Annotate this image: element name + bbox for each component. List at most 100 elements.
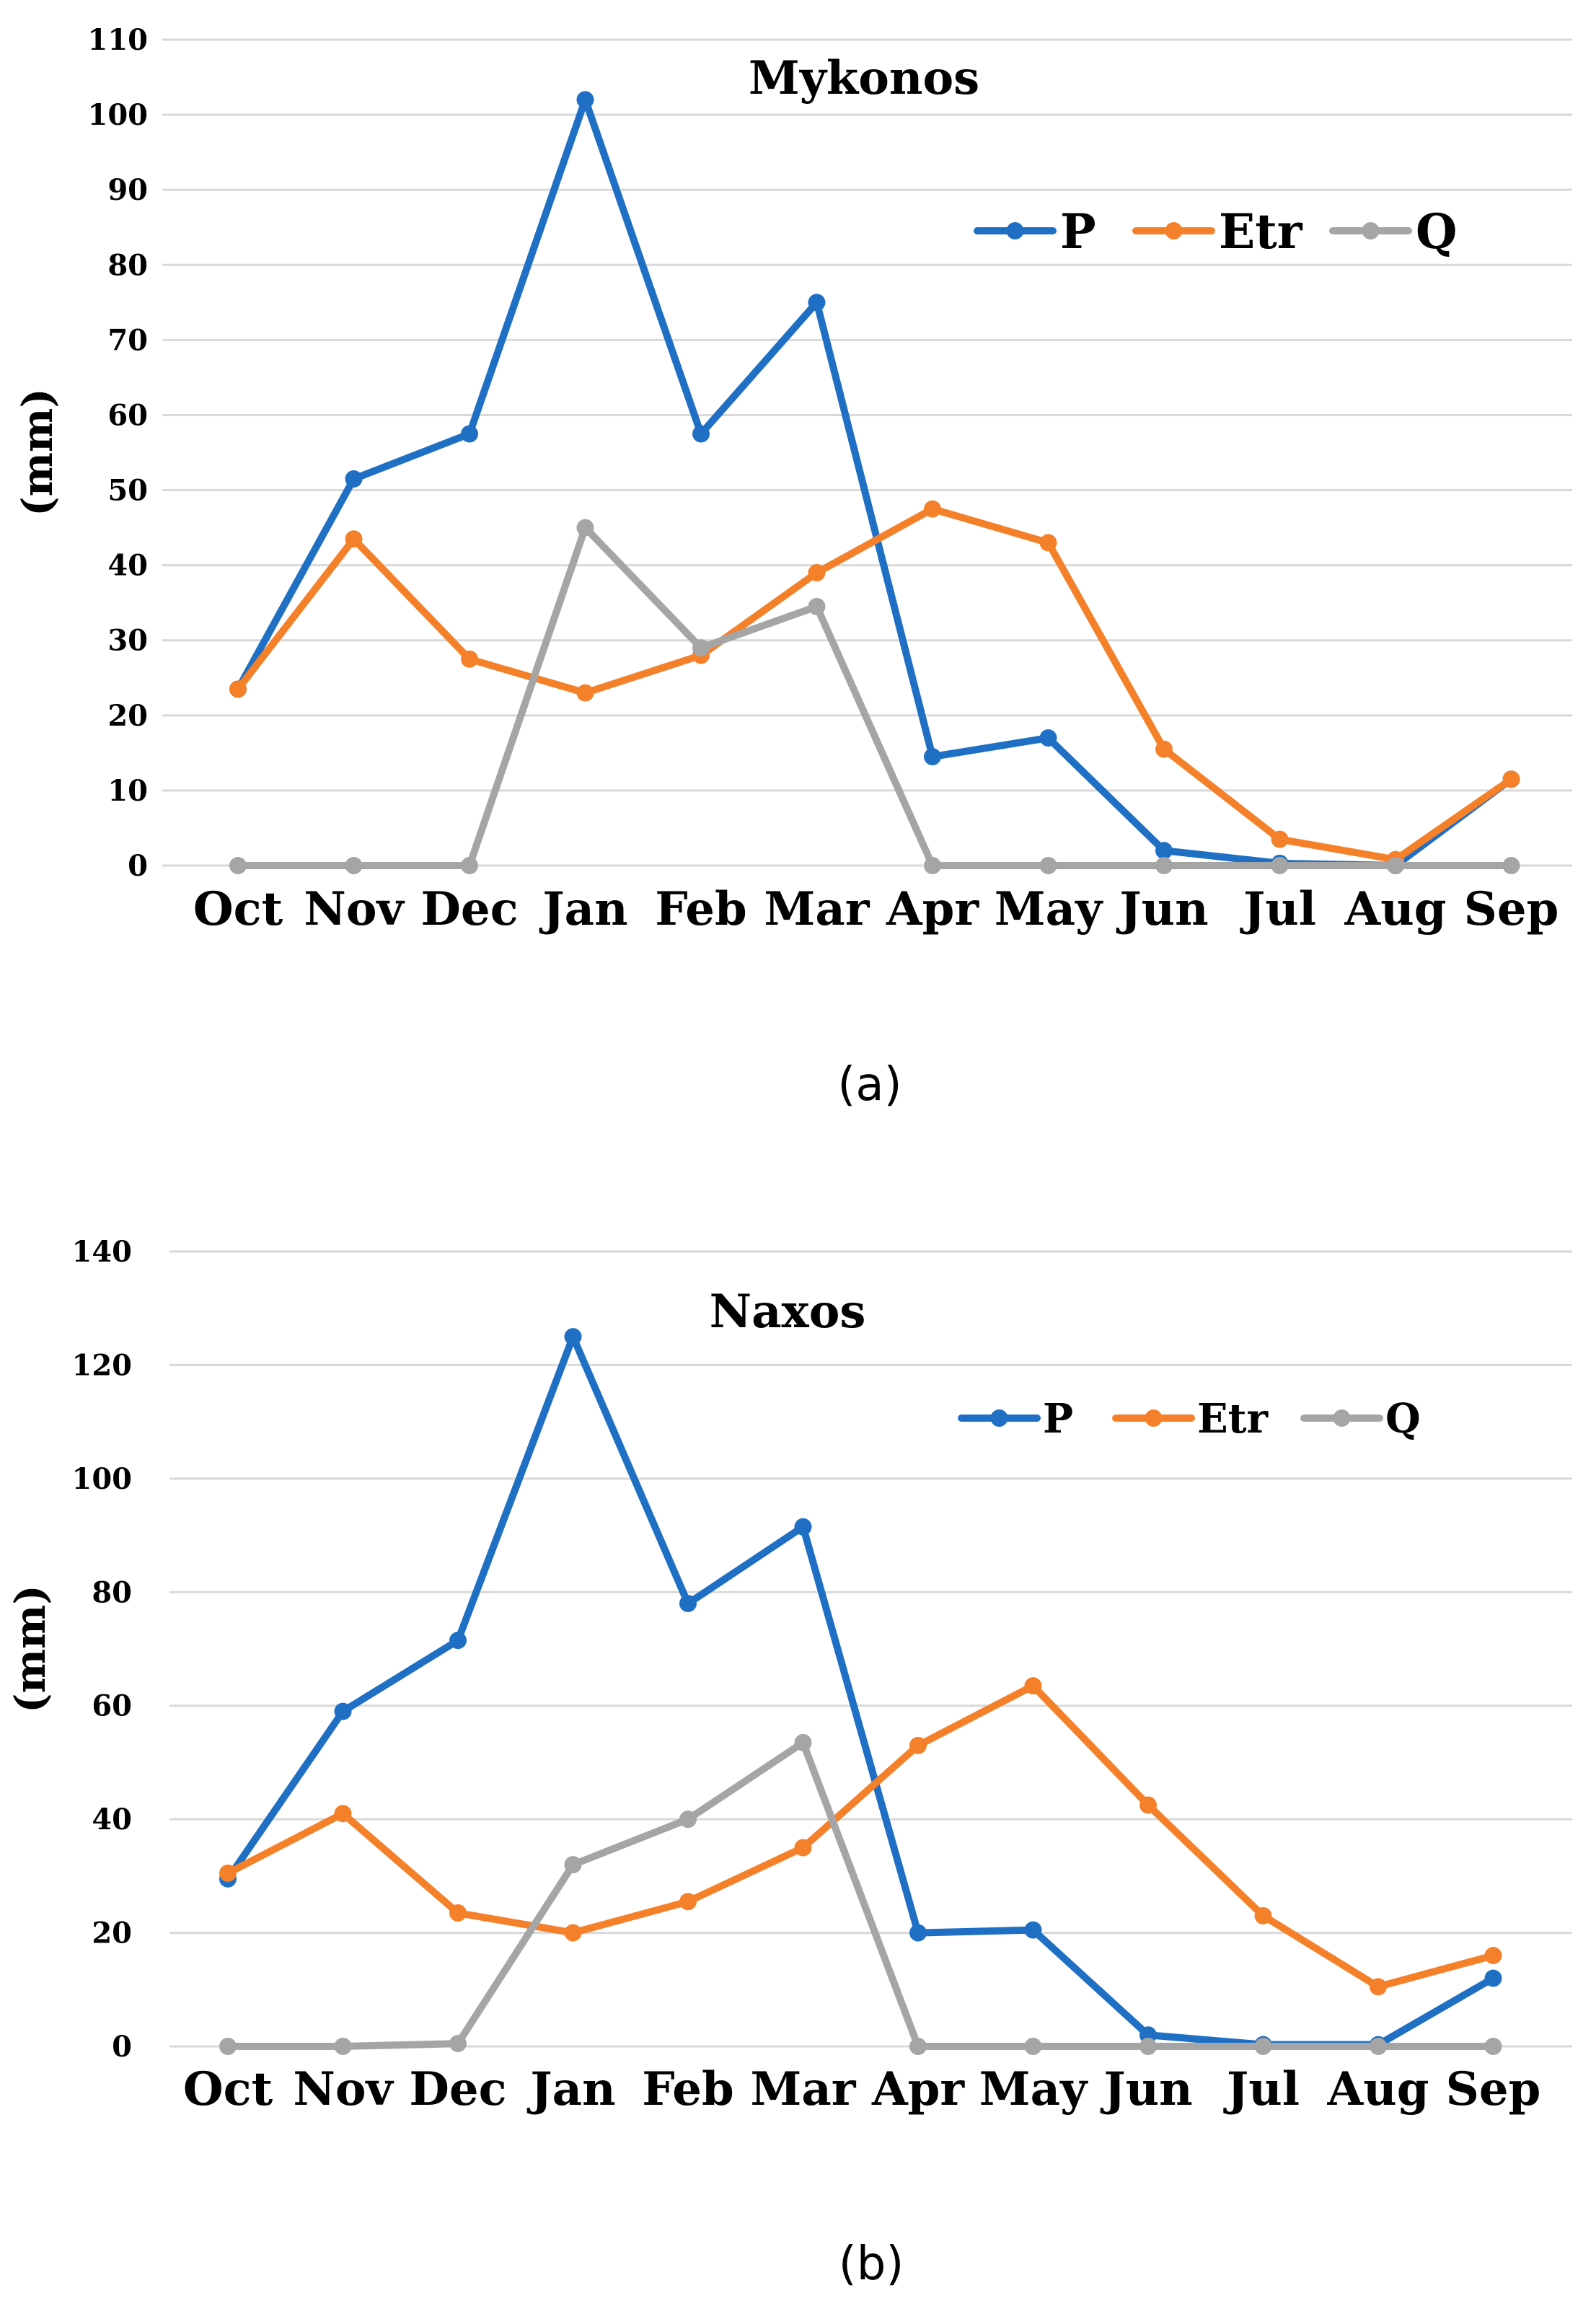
data-point-p-nov xyxy=(345,470,363,488)
legend-label: P xyxy=(1060,203,1096,260)
x-tick-label-oct: Oct xyxy=(183,2062,273,2116)
data-point-p-feb xyxy=(692,425,710,443)
data-point-q-may xyxy=(1024,2038,1042,2055)
data-point-p-mar xyxy=(808,294,826,312)
y-tick-label: 90 xyxy=(107,173,148,207)
data-point-p-dec xyxy=(449,1632,467,1650)
y-tick-label: 140 xyxy=(72,1235,133,1269)
y-tick-label: 100 xyxy=(72,1462,133,1496)
y-tick-label: 20 xyxy=(92,1917,132,1950)
x-tick-label-nov: Nov xyxy=(304,882,405,936)
x-tick-label-dec: Dec xyxy=(420,882,518,936)
data-point-p-sep xyxy=(1484,1969,1502,1987)
legend-item-etr: Etr xyxy=(1112,1395,1269,1443)
data-point-q-nov xyxy=(345,857,363,874)
legend-item-q: Q xyxy=(1329,203,1458,260)
y-tick-label: 70 xyxy=(107,323,148,357)
series-line-q xyxy=(224,1738,1497,2050)
data-point-etr-jul xyxy=(1254,1906,1272,1924)
data-point-q-dec xyxy=(461,857,478,874)
data-point-p-dec xyxy=(461,425,478,443)
y-axis-label: (mm) xyxy=(6,1585,55,1713)
y-tick-label: 40 xyxy=(92,1803,132,1836)
data-point-p-may xyxy=(1024,1921,1042,1939)
data-point-p-mar xyxy=(794,1518,812,1536)
x-tick-label-sep: Sep xyxy=(1464,882,1559,936)
series-line-q xyxy=(234,524,1515,869)
x-tick-label-apr: Apr xyxy=(871,2062,965,2116)
x-tick-label-may: May xyxy=(995,882,1103,936)
x-tick-label-jun: Jun xyxy=(1116,882,1208,936)
legend-swatch-marker xyxy=(1362,222,1380,239)
x-tick-label-mar: Mar xyxy=(764,882,870,936)
legend-swatch-marker xyxy=(1006,222,1024,239)
data-point-q-oct xyxy=(219,2038,237,2055)
y-tick-label: 0 xyxy=(128,849,148,883)
x-tick-label-jun: Jun xyxy=(1100,2062,1192,2116)
data-point-p-apr xyxy=(924,748,941,766)
data-point-p-jan xyxy=(564,1328,582,1346)
data-point-etr-apr xyxy=(924,500,941,518)
data-point-etr-nov xyxy=(334,1805,352,1823)
data-point-etr-oct xyxy=(219,1864,237,1882)
data-point-etr-dec xyxy=(461,650,478,668)
series-line-p xyxy=(234,96,1515,869)
chart-title: Mykonos xyxy=(749,51,979,105)
legend-label: Etr xyxy=(1219,203,1303,260)
data-point-q-aug xyxy=(1387,857,1404,874)
data-point-etr-jul xyxy=(1271,830,1289,848)
data-point-q-jul xyxy=(1271,857,1289,874)
data-point-etr-sep xyxy=(1484,1947,1502,1965)
data-point-etr-nov xyxy=(345,530,363,548)
data-point-q-jul xyxy=(1254,2038,1272,2055)
y-tick-label: 80 xyxy=(107,248,148,282)
data-point-etr-jan xyxy=(564,1924,582,1942)
x-tick-label-dec: Dec xyxy=(409,2062,506,2116)
y-tick-label: 50 xyxy=(107,474,148,508)
data-point-etr-jun xyxy=(1155,740,1173,758)
legend: P Etr Q xyxy=(958,1395,1421,1443)
y-tick-label: 120 xyxy=(72,1348,133,1382)
data-point-etr-mar xyxy=(794,1839,812,1857)
legend-item-etr: Etr xyxy=(1132,203,1303,260)
chart-mykonos: 0 10 20 30 40 50 60 70 80 90 100 110 Oct Nov Dec Jan Feb… xyxy=(13,23,1572,1112)
data-point-q-jan xyxy=(564,1856,582,1874)
data-point-q-jun xyxy=(1139,2038,1157,2055)
data-point-p-feb xyxy=(679,1595,697,1613)
x-tick-label-oct: Oct xyxy=(193,882,283,936)
legend-item-q: Q xyxy=(1300,1395,1421,1443)
data-point-p-jun xyxy=(1155,842,1173,860)
y-tick-label: 110 xyxy=(88,23,149,57)
data-point-q-apr xyxy=(909,2038,927,2055)
y-tick-label: 60 xyxy=(107,398,148,432)
y-tick-label: 40 xyxy=(107,549,148,583)
data-point-etr-sep xyxy=(1502,770,1520,788)
legend-item-p: P xyxy=(974,203,1096,260)
data-point-q-aug xyxy=(1370,2038,1387,2055)
data-point-etr-oct xyxy=(229,680,247,698)
data-point-etr-mar xyxy=(808,564,826,582)
data-point-etr-aug xyxy=(1370,1978,1387,1996)
data-point-etr-jun xyxy=(1139,1796,1157,1814)
y-tick-label: 30 xyxy=(107,624,148,658)
series-line-etr xyxy=(224,1682,1497,1991)
chart-title: Naxos xyxy=(710,1285,866,1339)
data-point-q-apr xyxy=(924,857,941,874)
legend: P Etr Q xyxy=(974,203,1458,260)
y-tick-label: 10 xyxy=(107,774,148,808)
legend-item-p: P xyxy=(958,1395,1073,1443)
data-point-p-may xyxy=(1039,729,1057,747)
y-tick-label: 80 xyxy=(92,1575,132,1609)
x-tick-label-aug: Aug xyxy=(1327,2062,1429,2116)
x-tick-label-may: May xyxy=(979,2062,1088,2116)
data-point-p-apr xyxy=(909,1924,927,1942)
x-tick-label-jan: Jan xyxy=(526,2062,615,2116)
legend-swatch-marker xyxy=(1165,222,1183,239)
data-point-q-nov xyxy=(334,2038,352,2055)
data-point-q-mar xyxy=(808,597,826,615)
data-point-q-dec xyxy=(449,2035,467,2053)
x-tick-label-sep: Sep xyxy=(1446,2062,1541,2116)
data-point-q-mar xyxy=(794,1733,812,1751)
chart-naxos: 0 20 40 60 80 100 120 140 Oct Nov Dec Jan Feb Mar Apr M… xyxy=(6,1235,1572,2291)
